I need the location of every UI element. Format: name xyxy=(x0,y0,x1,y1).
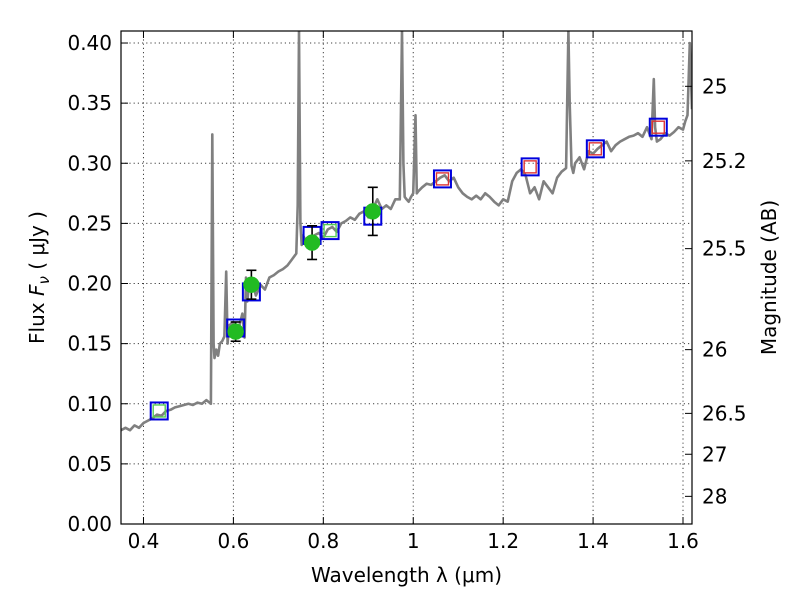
y-axis-label-subscript: ν xyxy=(35,276,53,284)
y2-tick-label: 25 xyxy=(702,74,727,98)
y-tick-label: 0.25 xyxy=(67,211,112,235)
band-flux-inner-marker xyxy=(323,223,337,238)
y-tick-label: 0.10 xyxy=(67,392,112,416)
y-axis-label-prefix: Flux xyxy=(25,296,49,344)
model-band-flux-marker xyxy=(149,401,169,421)
band-flux-inner-marker xyxy=(435,172,450,186)
y-tick-label: 0.20 xyxy=(67,272,112,296)
y-tick-label: 0.15 xyxy=(67,332,112,356)
observed-flux-point xyxy=(364,203,382,220)
x-tick-label: 0.6 xyxy=(217,529,249,553)
model-band-flux-marker xyxy=(585,139,605,159)
model-spectrum-line xyxy=(121,31,692,432)
model-spectrum-layer xyxy=(121,31,692,432)
x-axis-label: Wavelength λ (μm) xyxy=(311,563,502,587)
x-tick-label: 1 xyxy=(407,529,420,553)
y2-tick-label: 26.5 xyxy=(702,401,747,425)
x-tick-label: 1.6 xyxy=(667,529,699,553)
y-axis-label-suffix: ( μJy ) xyxy=(25,211,49,276)
y2-tick-label: 25.2 xyxy=(702,149,747,173)
y2-tick-label: 28 xyxy=(702,484,727,508)
x-tick-label: 1.4 xyxy=(577,529,609,553)
band-flux-inner-marker xyxy=(152,404,166,418)
grid-lines xyxy=(121,31,692,525)
model-band-flux-marker xyxy=(648,117,668,137)
y2-tick-label: 25.5 xyxy=(702,237,747,261)
observed-flux-point xyxy=(303,234,321,251)
axis-ticks: 0.4 0.6 0.8 1 1.2 1.4 1.6 0.00 0.05 0.10 0.15 0.20 0… xyxy=(67,31,747,553)
y-tick-label: 0.40 xyxy=(67,31,112,55)
band-flux-inner-marker xyxy=(588,142,603,156)
observed-flux-point xyxy=(227,323,244,340)
y2-axis-label: Magnitude (AB) xyxy=(757,200,781,355)
observed-flux-point xyxy=(243,276,260,293)
y-tick-label: 0.35 xyxy=(67,91,112,115)
x-tick-label: 0.8 xyxy=(307,529,339,553)
band-flux-inner-marker xyxy=(651,120,665,134)
y-axis-label-symbol: F xyxy=(25,284,49,296)
model-band-flux-marker xyxy=(520,157,540,177)
plot-frame xyxy=(120,30,693,525)
photometry-markers xyxy=(149,117,668,421)
y2-tick-label: 26 xyxy=(702,338,727,362)
y-axis-label: Flux Fν ( μJy ) xyxy=(25,211,53,344)
model-band-flux-marker xyxy=(320,221,340,241)
model-band-flux-marker xyxy=(432,169,452,189)
band-flux-inner-marker xyxy=(523,160,537,174)
y-tick-label: 0.00 xyxy=(67,512,112,536)
y-tick-label: 0.30 xyxy=(67,151,112,175)
y2-tick-label: 27 xyxy=(702,442,727,466)
y-tick-label: 0.05 xyxy=(67,452,112,476)
x-tick-label: 1.2 xyxy=(487,529,519,553)
x-tick-label: 0.4 xyxy=(128,529,160,553)
